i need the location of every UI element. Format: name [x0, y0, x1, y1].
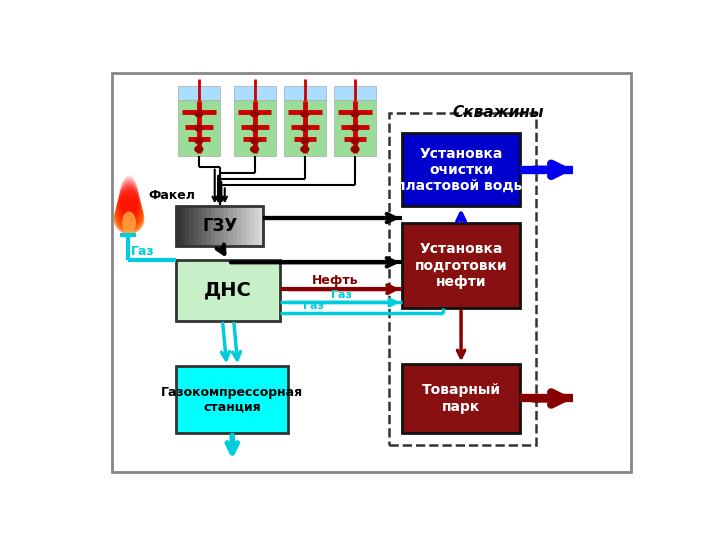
Text: Факел: Факел — [148, 190, 195, 202]
Bar — [237, 206, 241, 246]
Bar — [234, 100, 276, 156]
Text: Газ: Газ — [330, 290, 351, 300]
Text: ГЗУ: ГЗУ — [202, 217, 238, 235]
Bar — [258, 206, 263, 246]
Bar — [176, 206, 263, 246]
Bar — [185, 206, 189, 246]
Bar — [185, 206, 189, 246]
Bar — [220, 206, 224, 246]
Bar — [202, 206, 207, 246]
Ellipse shape — [117, 191, 142, 226]
Bar — [211, 206, 215, 246]
Circle shape — [195, 138, 203, 144]
Bar — [246, 206, 250, 246]
Text: Газокомпрессорная
станция: Газокомпрессорная станция — [161, 386, 303, 414]
Bar — [228, 206, 233, 246]
Bar — [215, 206, 220, 246]
Bar — [402, 364, 520, 433]
Text: Товарный
парк: Товарный парк — [422, 383, 500, 414]
Bar — [234, 85, 276, 100]
Text: Нефть: Нефть — [312, 274, 359, 287]
Bar — [181, 206, 185, 246]
Bar — [334, 85, 376, 100]
Bar — [215, 206, 220, 246]
Ellipse shape — [115, 195, 143, 230]
Bar — [220, 206, 224, 246]
Circle shape — [301, 138, 309, 144]
Circle shape — [195, 146, 203, 152]
Bar — [178, 100, 220, 156]
Circle shape — [351, 125, 359, 131]
Text: Скважины: Скважины — [453, 105, 544, 120]
Bar — [241, 206, 246, 246]
Bar — [334, 100, 376, 156]
Ellipse shape — [117, 188, 141, 224]
Bar — [176, 366, 288, 433]
Bar — [250, 206, 254, 246]
Bar — [389, 113, 536, 446]
Bar — [176, 206, 181, 246]
Bar — [224, 206, 228, 246]
Bar — [198, 206, 202, 246]
Ellipse shape — [118, 183, 140, 221]
Ellipse shape — [120, 178, 139, 218]
Bar — [228, 206, 233, 246]
Bar — [207, 206, 211, 246]
Circle shape — [195, 125, 203, 131]
Bar — [258, 206, 263, 246]
Circle shape — [251, 111, 258, 117]
Bar — [402, 133, 520, 206]
Bar — [254, 206, 258, 246]
Ellipse shape — [117, 186, 140, 222]
Ellipse shape — [114, 200, 144, 233]
Circle shape — [251, 138, 258, 144]
Bar — [202, 206, 207, 246]
Bar — [194, 206, 198, 246]
Bar — [207, 206, 211, 246]
Text: Установка
подготовки
нефти: Установка подготовки нефти — [415, 242, 508, 288]
Bar — [198, 206, 202, 246]
Bar — [237, 206, 241, 246]
Text: Установка
очистки
пластовой воды: Установка очистки пластовой воды — [396, 146, 526, 193]
Ellipse shape — [114, 203, 145, 234]
Text: ДНС: ДНС — [204, 281, 252, 300]
Bar — [284, 100, 325, 156]
Bar — [178, 85, 220, 100]
Bar — [189, 206, 194, 246]
Bar — [189, 206, 194, 246]
Ellipse shape — [122, 211, 136, 234]
Bar — [176, 206, 181, 246]
Bar — [211, 206, 215, 246]
Bar — [241, 206, 246, 246]
Bar — [194, 206, 198, 246]
Bar — [224, 206, 228, 246]
Ellipse shape — [116, 193, 142, 227]
Circle shape — [251, 125, 258, 131]
Text: Газ: Газ — [131, 245, 155, 259]
Circle shape — [251, 146, 258, 152]
Bar — [233, 206, 237, 246]
Circle shape — [351, 111, 359, 117]
Circle shape — [301, 146, 309, 152]
Bar — [254, 206, 258, 246]
Ellipse shape — [114, 198, 143, 231]
Circle shape — [301, 125, 309, 131]
Circle shape — [301, 111, 309, 117]
Bar — [176, 260, 280, 321]
Bar — [402, 223, 520, 308]
Circle shape — [195, 111, 203, 117]
Circle shape — [351, 138, 359, 144]
Ellipse shape — [119, 180, 140, 219]
Ellipse shape — [120, 176, 138, 216]
Bar — [250, 206, 254, 246]
Text: Газ: Газ — [302, 301, 324, 311]
Bar — [246, 206, 250, 246]
Bar — [181, 206, 185, 246]
Bar — [284, 85, 325, 100]
Bar — [233, 206, 237, 246]
Circle shape — [351, 146, 359, 152]
